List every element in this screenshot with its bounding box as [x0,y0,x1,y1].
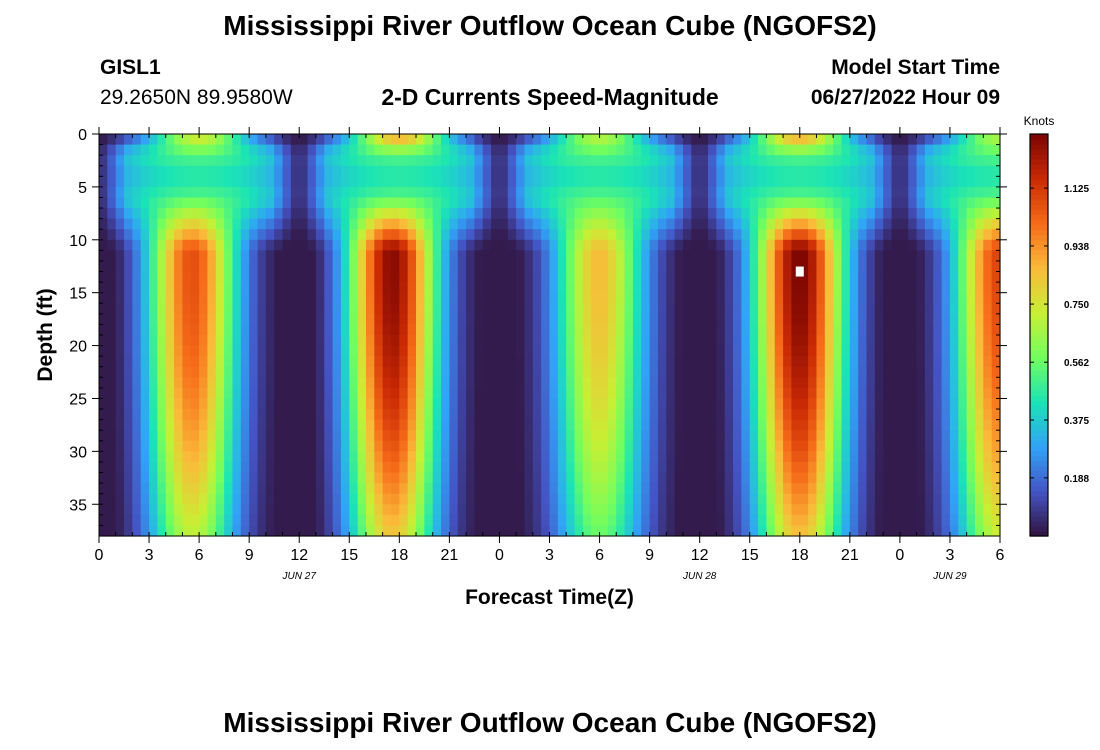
colorbar-tick-label: 0.375 [1064,416,1089,427]
x-tick-label: 0 [495,547,504,564]
y-tick-label: 25 [69,391,87,408]
x-tick-label: 6 [595,547,604,564]
chart-title: Mississippi River Outflow Ocean Cube (NG… [223,10,877,41]
y-tick-label: 5 [78,180,87,197]
station-coordinates: 29.2650N 89.9580W [100,86,293,109]
model-start-label: Model Start Time [831,56,1000,79]
colorbar-tick-label: 0.750 [1064,300,1089,311]
y-tick-label: 15 [69,286,87,303]
colorbar-tick-label: 1.125 [1064,184,1089,195]
y-tick-label: 0 [78,127,87,144]
x-tick-label: 0 [95,547,104,564]
date-label: JUN 29 [932,571,967,582]
y-tick-label: 35 [69,497,87,514]
x-tick-label: 21 [440,547,458,564]
x-tick-label: 6 [996,547,1005,564]
x-tick-label: 15 [741,547,759,564]
x-tick-label: 0 [895,547,904,564]
x-tick-label: 12 [290,547,308,564]
x-tick-label: 18 [390,547,408,564]
x-tick-label: 15 [340,547,358,564]
station-id: GISL1 [100,56,161,79]
x-axis-title: Forecast Time(Z) [465,586,634,609]
y-tick-label: 30 [69,444,87,461]
x-tick-label: 18 [791,547,809,564]
heatmap-cells [99,134,1001,537]
date-label: JUN 27 [282,571,317,582]
colorbar [1030,134,1048,537]
model-start-value: 06/27/2022 Hour 09 [810,86,1000,109]
x-tick-label: 6 [195,547,204,564]
x-tick-label: 9 [245,547,254,564]
date-label: JUN 28 [682,571,717,582]
y-tick-label: 10 [69,233,87,250]
x-tick-label: 3 [145,547,154,564]
colorbar-tick-label: 0.562 [1064,358,1089,369]
colorbar-frame [1029,133,1049,537]
x-tick-label: 3 [945,547,954,564]
missing-data-cell [795,266,804,277]
x-tick-label: 9 [645,547,654,564]
x-tick-label: 12 [691,547,709,564]
y-tick-label: 20 [69,339,87,356]
repeat-chart-title: Mississippi River Outflow Ocean Cube (NG… [223,707,877,738]
colorbar-tick-label: 0.188 [1064,474,1089,485]
y-axis-title: Depth (ft) [34,288,57,381]
x-tick-label: 3 [545,547,554,564]
colorbar-unit-label: Knots [1024,114,1055,128]
chart-subtitle: 2-D Currents Speed-Magnitude [381,84,719,110]
colorbar-tick-label: 0.938 [1064,242,1089,253]
x-tick-label: 21 [841,547,859,564]
